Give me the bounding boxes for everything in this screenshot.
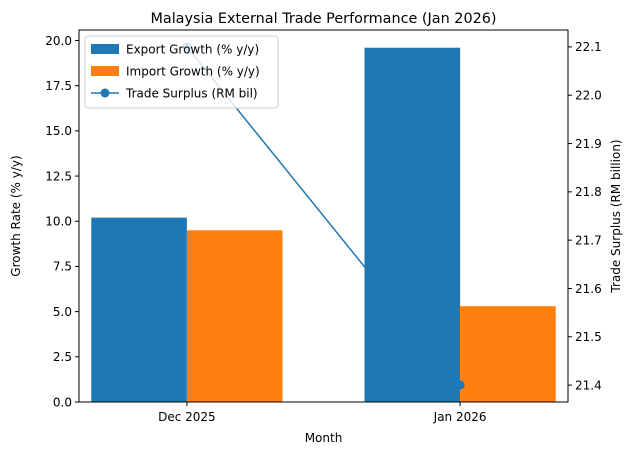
bar-import-jan-2026 [460,306,556,402]
right-tick-label: 22.1 [575,40,602,54]
left-axis: 0.0 2.5 5.0 7.5 10.0 12.5 15.0 17.5 20.0 [45,34,79,409]
legend-marker [100,88,110,98]
bar-export-dec-2025 [91,217,187,402]
legend-label: Export Growth (% y/y) [126,42,259,56]
legend-item: Import Growth (% y/y) [91,64,260,78]
left-tick-label: 7.5 [53,260,72,274]
right-tick-label: 21.4 [575,378,602,392]
legend-box [84,35,279,109]
left-tick-label: 2.5 [53,350,72,364]
left-tick-label: 15.0 [45,124,72,138]
x-tick-label: Dec 2025 [158,410,216,424]
legend-label: Trade Surplus (RM bil) [125,86,258,100]
right-tick-label: 22.0 [575,89,602,103]
left-tick-label: 17.5 [45,79,72,93]
x-axis: Dec 2025 Jan 2026 [158,402,487,424]
chart-title: Malaysia External Trade Performance (Jan… [150,11,496,27]
right-tick-label: 21.7 [575,233,602,247]
right-tick-label: 21.5 [575,330,602,344]
left-tick-label: 0.0 [53,395,72,409]
x-tick-label: Jan 2026 [433,410,487,424]
right-tick-label: 21.6 [575,282,602,296]
legend-swatch [91,66,119,76]
right-axis: 21.4 21.5 21.6 21.7 21.8 21.9 22.0 22.1 [568,40,602,392]
trade-surplus-point-jan-2026 [455,380,465,390]
right-axis-label: Trade Surplus (RM billion) [609,139,623,293]
left-tick-label: 5.0 [53,305,72,319]
left-axis-label: Growth Rate (% y/y) [9,155,23,276]
right-tick-label: 21.8 [575,185,602,199]
left-tick-label: 12.5 [45,169,72,183]
plot-frame [78,29,569,403]
bar-import-dec-2025 [186,230,283,402]
left-tick-label: 20.0 [45,34,72,48]
right-tick-label: 21.9 [575,137,602,151]
legend-label: Import Growth (% y/y) [126,64,260,78]
left-tick-label: 10.0 [45,215,72,229]
legend: Export Growth (% y/y) Import Growth (% y/… [84,35,279,109]
legend-item: Trade Surplus (RM bil) [91,86,258,100]
legend-swatch [91,44,119,54]
bar-group [91,47,556,402]
legend-item: Export Growth (% y/y) [91,42,259,56]
x-axis-label: Month [305,431,343,445]
bar-export-jan-2026 [364,47,461,402]
